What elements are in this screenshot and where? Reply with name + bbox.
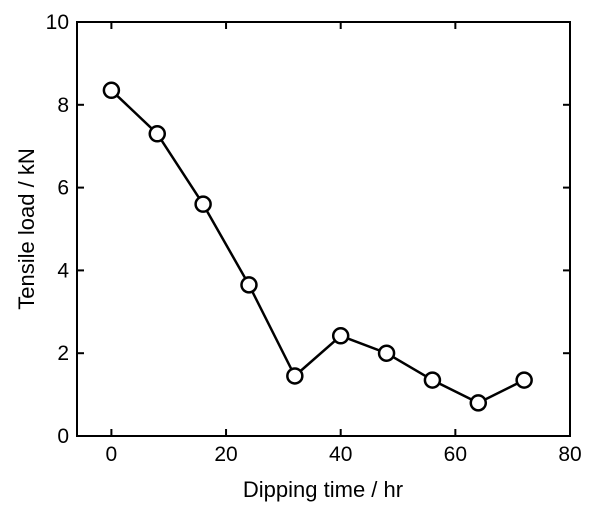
data-point (240, 276, 258, 294)
data-point (515, 371, 533, 389)
y-tick-label: 0 (57, 425, 69, 448)
plot-frame (76, 21, 571, 437)
x-tick-label: 40 (329, 443, 352, 466)
y-tick-label: 2 (57, 342, 69, 365)
x-tick-label: 60 (444, 443, 467, 466)
y-tick-label: 6 (57, 177, 69, 200)
series-line (110, 89, 525, 405)
y-tick-label: 4 (57, 259, 69, 282)
data-point (194, 195, 212, 213)
x-tick-label: 0 (106, 443, 118, 466)
data-point (286, 367, 304, 385)
data-point (423, 371, 442, 389)
y-axis-label: Tensile load / kN (14, 148, 39, 309)
x-tick-label: 20 (214, 443, 237, 466)
data-point (377, 344, 396, 362)
tick-labels: 0 20 40 60 80 0 2 4 6 8 10 (46, 11, 582, 466)
x-axis-label: Dipping time / hr (243, 477, 403, 502)
y-tick-label: 10 (46, 11, 69, 34)
data-point (331, 327, 350, 345)
x-tick-label: 80 (558, 443, 581, 466)
data-point (148, 125, 167, 143)
axis-ticks (77, 21, 571, 437)
data-point (102, 81, 121, 100)
data-point (469, 394, 488, 412)
y-tick-label: 8 (57, 94, 69, 117)
data-points (102, 81, 533, 412)
